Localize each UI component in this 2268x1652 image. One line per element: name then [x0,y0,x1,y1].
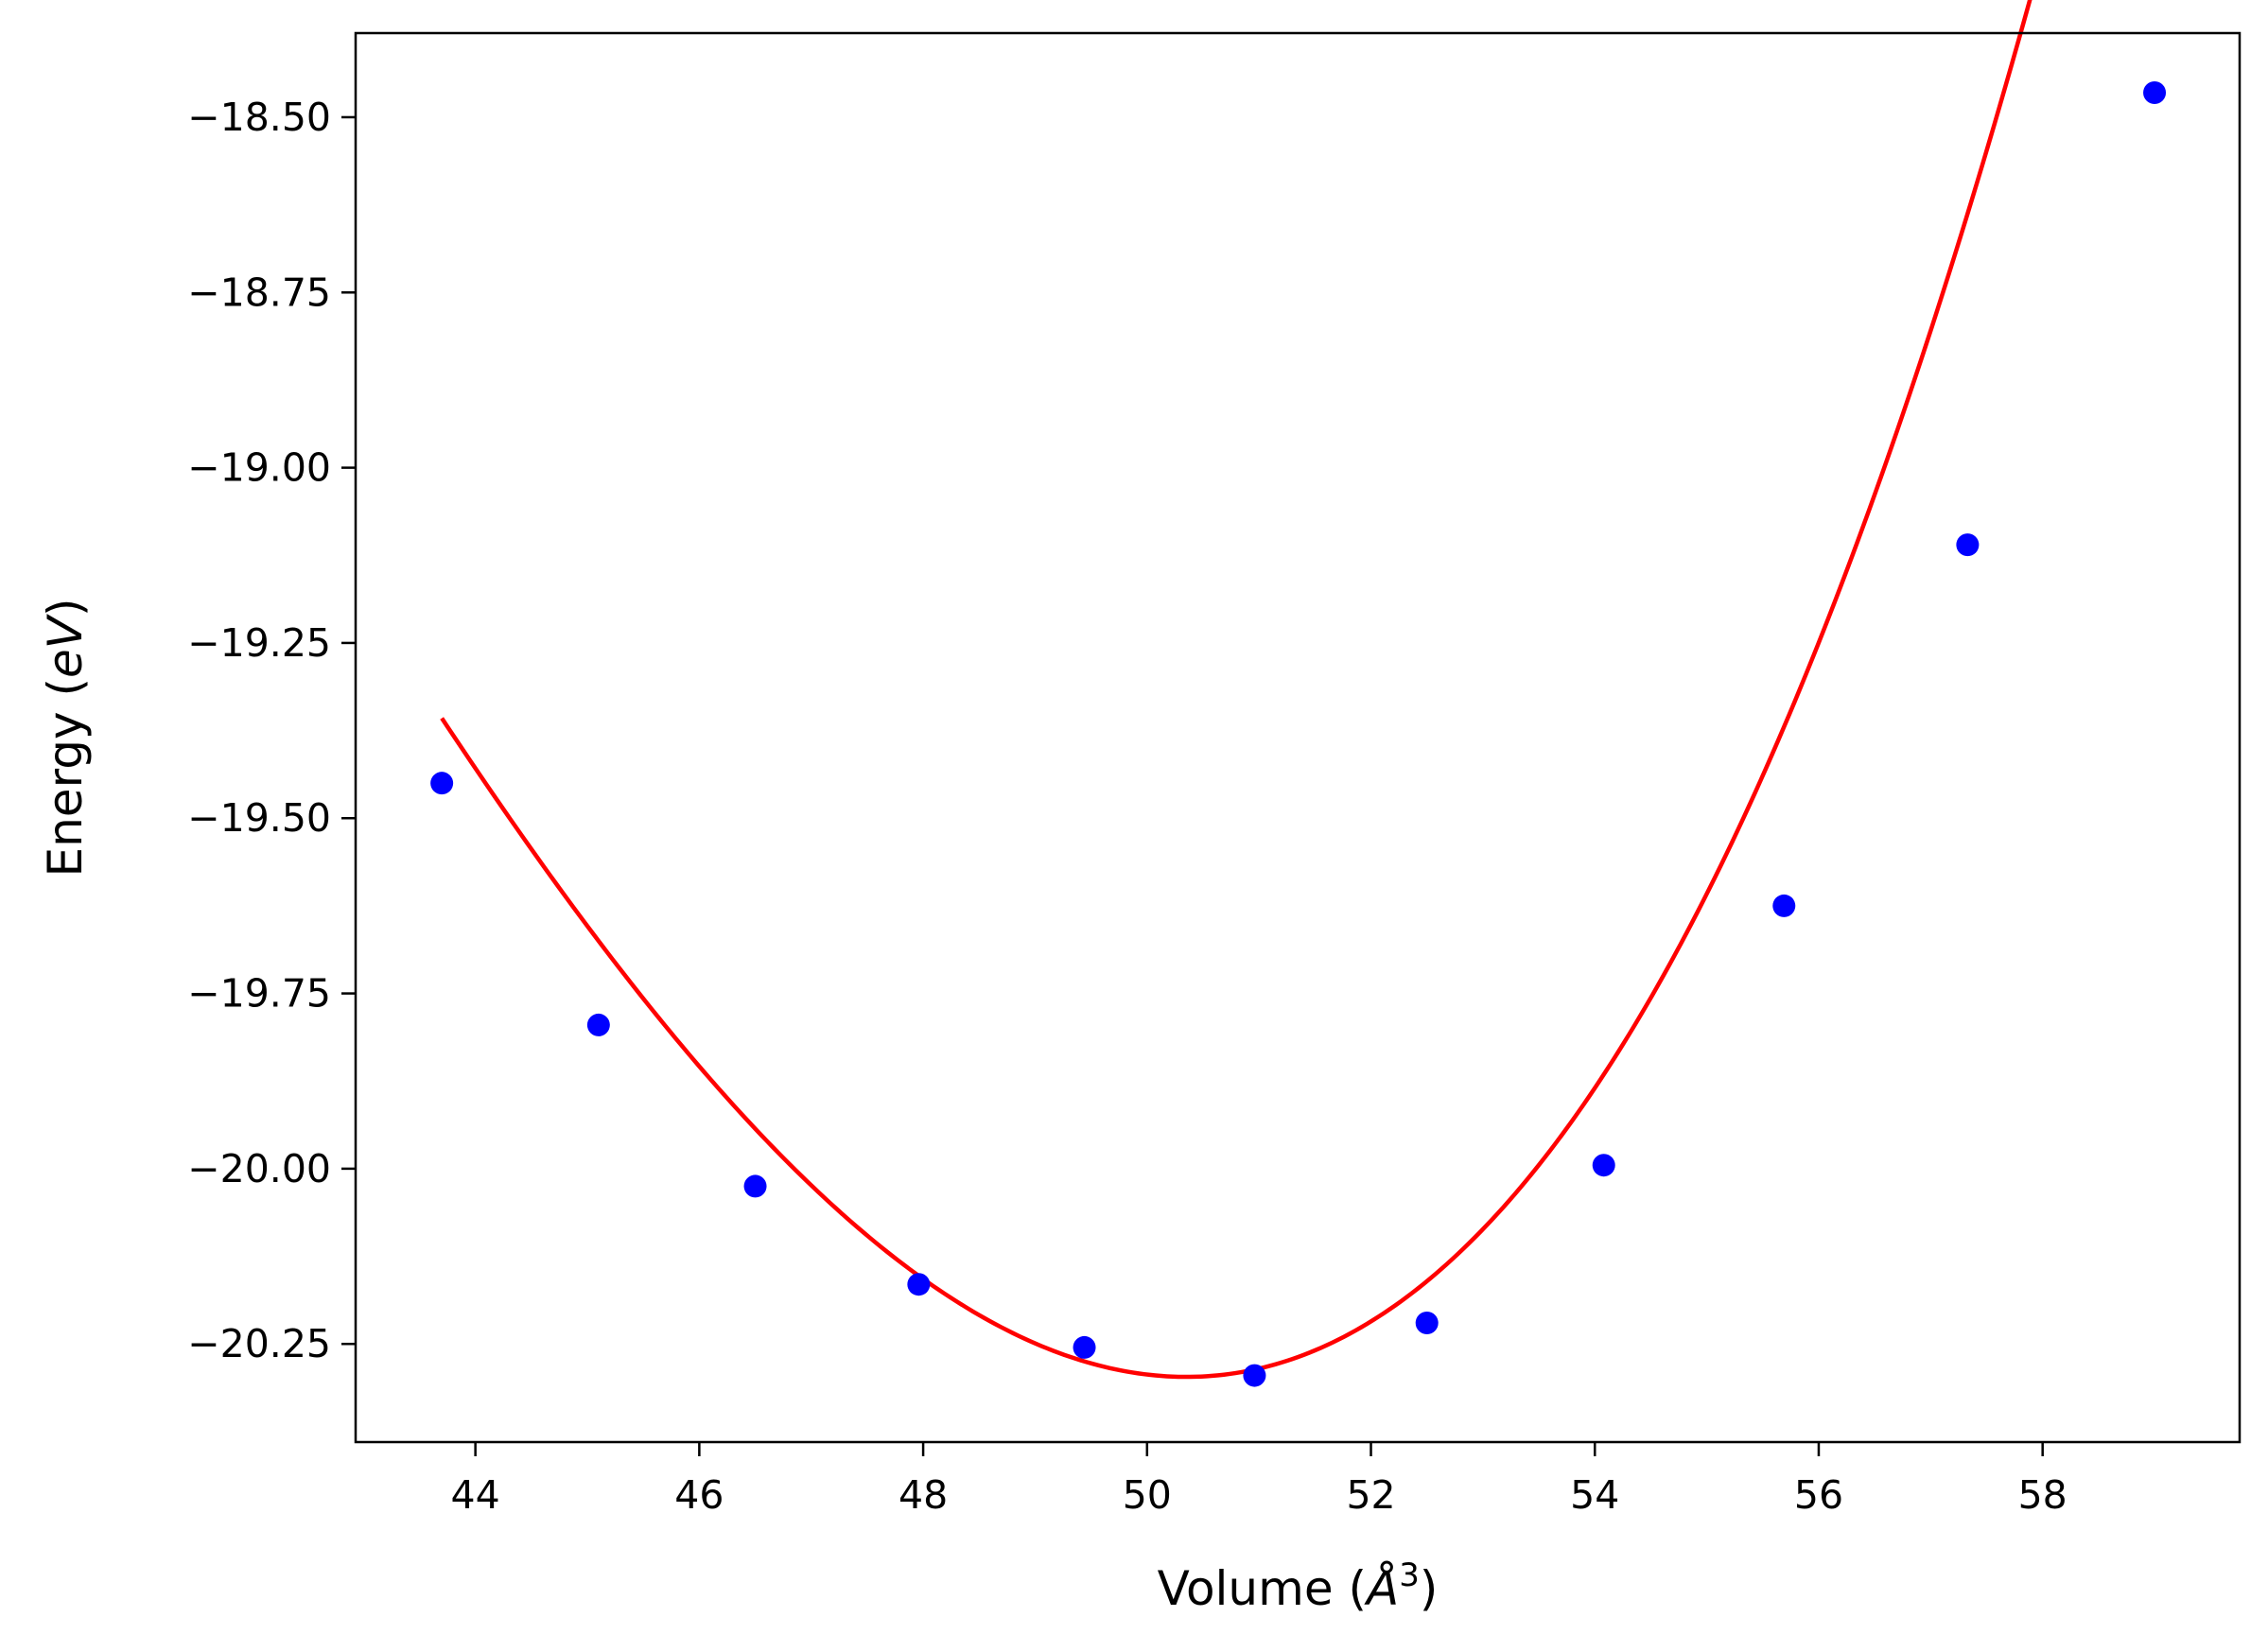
y-tick-label: −20.00 [187,1146,331,1191]
x-tick-label: 56 [1794,1472,1843,1518]
fit-curve-line [440,0,2032,1380]
y-tick-label: −20.25 [187,1321,331,1366]
y-tick-label: −18.75 [187,270,331,315]
x-tick-label: 52 [1346,1472,1395,1518]
data-point [1243,1364,1266,1387]
x-tick-label: 46 [674,1472,724,1518]
data-point [743,1174,767,1198]
x-tick-label: 58 [2018,1472,2067,1518]
x-axis-label: Volume (Å3) [1158,1556,1439,1616]
data-point [907,1273,931,1296]
data-point [1415,1311,1439,1334]
data-point [1956,533,1980,557]
y-tick-label: −19.50 [187,795,331,841]
y-axis-label: Energy (eV) [38,599,93,878]
data-point [2143,81,2167,105]
axis-ticks: 44 46 48 50 52 54 56 58 −18.50 −18.75 −19.00 −19.25… [187,95,2067,1518]
x-tick-label: 50 [1123,1472,1172,1518]
data-point [1772,894,1796,917]
x-tick-label: 48 [898,1472,948,1518]
y-tick-label: −19.75 [187,971,331,1017]
data-point [1592,1154,1615,1177]
y-tick-label: −19.00 [187,445,331,491]
plot-area [430,0,2167,1387]
data-point [586,1013,610,1036]
x-tick-label: 44 [451,1472,500,1518]
axes-frame [354,31,2242,1444]
data-point [430,772,454,795]
y-tick-label: −18.50 [187,95,331,140]
x-tick-label: 54 [1570,1472,1619,1518]
data-point [1073,1335,1096,1359]
y-tick-label: −19.25 [187,620,331,666]
